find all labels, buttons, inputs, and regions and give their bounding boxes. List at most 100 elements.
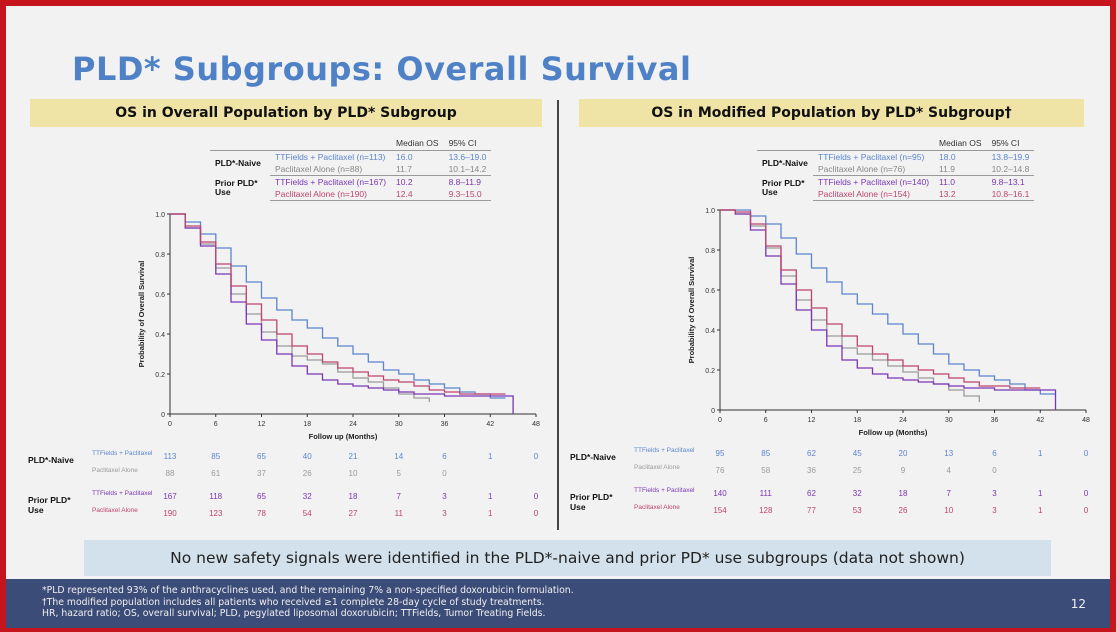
risk-count: 53 <box>852 506 862 515</box>
y-tick-label: 0.2 <box>155 372 165 379</box>
risk-count: 1 <box>1038 506 1043 515</box>
y-axis-label: Probability of Overall Survival <box>687 257 696 364</box>
legend-median: 10.2 <box>396 177 413 187</box>
risk-count: 58 <box>761 466 771 475</box>
risk-row-label: TTFields + Paclitaxel <box>92 450 153 457</box>
risk-group-label: Prior PLD* Use <box>28 495 71 515</box>
risk-row-label: TTFields + Paclitaxel <box>634 487 695 494</box>
risk-count: 95 <box>715 449 725 458</box>
km-curve-pink <box>170 213 506 395</box>
legend-series-label: TTFields + Paclitaxel (n=140) <box>818 177 930 187</box>
legend-series-label: TTFields + Paclitaxel (n=167) <box>275 177 387 187</box>
risk-count: 62 <box>807 489 816 498</box>
risk-count: 20 <box>898 449 908 458</box>
risk-count: 3 <box>442 509 447 518</box>
footnote-modified-population: †The modified population includes all pa… <box>42 596 545 608</box>
legend-median: 13.2 <box>934 188 987 201</box>
legend-ci: 10.8–16.1 <box>986 188 1035 201</box>
x-tick-label: 12 <box>258 421 266 428</box>
panel-divider <box>557 100 559 530</box>
legend-ci: 13.8–19.9 <box>991 152 1030 162</box>
risk-count: 14 <box>394 452 404 461</box>
x-tick-label: 42 <box>486 421 494 428</box>
risk-count: 85 <box>211 452 221 461</box>
y-tick-label: 1.0 <box>705 208 715 215</box>
risk-table-overall: PLD*-Naive TTFields + Paclitaxel 113 85 65 40… <box>24 446 544 526</box>
risk-count: 65 <box>257 452 266 461</box>
risk-count: 7 <box>396 492 401 501</box>
legend-ci: 10.1–14.2 <box>443 163 492 176</box>
risk-count: 7 <box>946 489 951 498</box>
km-plot-modified: 0 0.2 0.4 0.6 0.8 1.0 0 6 12 18 24 30 36 42 48 Follow u… <box>687 208 1090 437</box>
risk-count: 118 <box>209 492 223 501</box>
x-tick-label: 0 <box>168 421 172 428</box>
risk-count: 128 <box>759 506 773 515</box>
x-tick-label: 18 <box>853 417 861 424</box>
x-tick-label: 30 <box>395 421 403 428</box>
y-tick-label: 0 <box>161 412 165 419</box>
y-tick-label: 0.8 <box>155 252 165 259</box>
risk-row-label: Paclitaxel Alone <box>92 467 138 474</box>
risk-count: 77 <box>807 506 816 515</box>
x-tick-label: 24 <box>349 421 357 428</box>
km-curve-blue <box>170 213 506 399</box>
risk-count: 0 <box>1083 449 1089 458</box>
y-tick-label: 0.4 <box>705 328 715 335</box>
legend-series-label: Paclitaxel Alone (n=88) <box>270 163 392 176</box>
risk-count: 36 <box>807 466 816 475</box>
risk-row-label: TTFields + Paclitaxel <box>634 447 695 454</box>
x-tick-label: 48 <box>1082 417 1090 424</box>
risk-group-label: PLD*-Naive <box>28 455 74 465</box>
legend-median: 18.0 <box>939 152 956 162</box>
legend-ci: 9.8–13.1 <box>991 177 1025 187</box>
legend-group-pld-naive: PLD*-Naive <box>762 157 808 168</box>
risk-count: 26 <box>898 506 908 515</box>
risk-count: 0 <box>1083 489 1089 498</box>
risk-count: 45 <box>852 449 862 458</box>
panel-header-modified: OS in Modified Population by PLD* Subgro… <box>579 99 1084 127</box>
risk-count: 0 <box>1083 506 1089 515</box>
legend-series-label: TTFields + Paclitaxel (n=95) <box>818 152 925 162</box>
risk-count: 40 <box>302 452 312 461</box>
km-curve-purple <box>720 209 1057 410</box>
km-curve-gray <box>720 209 980 402</box>
risk-count: 0 <box>533 452 539 461</box>
legend-median: 12.4 <box>391 188 444 201</box>
x-tick-label: 48 <box>532 421 540 428</box>
risk-count: 140 <box>713 489 727 498</box>
y-tick-label: 1.0 <box>155 212 165 219</box>
risk-count: 32 <box>302 492 312 501</box>
legend-ci: 10.2–14.8 <box>986 163 1035 176</box>
y-tick-label: 0 <box>711 408 715 415</box>
risk-count: 21 <box>348 452 358 461</box>
x-tick-label: 30 <box>945 417 953 424</box>
risk-row-label: Paclitaxel Alone <box>92 507 138 514</box>
x-tick-label: 36 <box>991 417 999 424</box>
risk-count: 10 <box>348 469 358 478</box>
risk-count: 123 <box>209 509 223 518</box>
x-axis-label: Follow up (Months) <box>859 428 928 437</box>
y-axis-label: Probability of Overall Survival <box>137 261 146 368</box>
risk-count: 76 <box>715 466 725 475</box>
x-tick-label: 12 <box>808 417 816 424</box>
risk-count: 32 <box>852 489 862 498</box>
km-curve-pink <box>720 209 1041 389</box>
risk-count: 27 <box>348 509 358 518</box>
legend-table-modified: Median OS 95% CI PLD*-Naive TTFields + P… <box>757 137 1035 201</box>
risk-count: 5 <box>396 469 401 478</box>
risk-count: 88 <box>165 469 175 478</box>
risk-table-modified: PLD*-Naive TTFields + Paclitaxel 95 85 62 45 2… <box>566 443 1088 527</box>
x-axis-label: Follow up (Months) <box>309 432 378 441</box>
risk-count: 54 <box>302 509 312 518</box>
x-tick-label: 18 <box>303 421 311 428</box>
risk-count: 4 <box>946 466 951 475</box>
risk-count: 25 <box>852 466 862 475</box>
risk-count: 61 <box>211 469 221 478</box>
risk-count: 3 <box>992 506 997 515</box>
risk-row-label: TTFields + Paclitaxel <box>92 490 153 497</box>
safety-note: No new safety signals were identified in… <box>84 540 1051 576</box>
risk-count: 0 <box>533 492 539 501</box>
slide: PLD* Subgroups: Overall Survival OS in O… <box>6 6 1110 628</box>
x-tick-label: 42 <box>1036 417 1044 424</box>
risk-count: 0 <box>533 509 539 518</box>
